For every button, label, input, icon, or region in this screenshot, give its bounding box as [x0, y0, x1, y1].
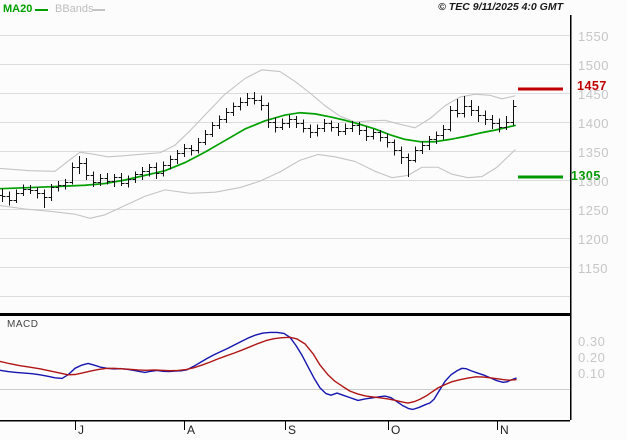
ma20-legend-line-icon [35, 9, 48, 11]
macd-panel-title: MACD [7, 319, 39, 330]
support-price-label: 1305 [571, 169, 601, 183]
month-label: O [391, 423, 401, 437]
month-label: S [288, 423, 297, 437]
legend-bbands-label: BBands [55, 3, 94, 15]
macd-line [0, 331, 517, 411]
bollinger-lower-band-line [0, 149, 516, 219]
price-axis-tick-label: 1550 [578, 29, 609, 44]
macd-axis-tick-label: 0.30 [578, 333, 606, 349]
resistance-price-label: 1457 [577, 79, 607, 93]
price-axis-tick-label: 1450 [578, 87, 609, 102]
price-axis-tick-label: 1250 [578, 203, 609, 218]
copyright-text: © TEC 9/11/2025 4:0 GMT [438, 1, 563, 13]
price-axis-tick-label: 1350 [578, 145, 609, 160]
month-label: A [187, 423, 196, 437]
bbands-legend-line-icon [92, 9, 105, 11]
price-axis-tick-label: 1400 [578, 116, 609, 131]
price-axis-tick-label: 1300 [578, 174, 609, 189]
bollinger-upper-band-line [0, 69, 516, 172]
price-axis-tick-label: 1150 [578, 261, 608, 276]
month-label: N [500, 423, 509, 437]
legend-ma20-label: MA20 [3, 3, 33, 15]
price-axis-tick-label: 1200 [578, 232, 609, 247]
signal-line [0, 336, 517, 404]
month-label: J [78, 423, 84, 437]
macd-axis-tick-label: 0.10 [578, 366, 606, 382]
macd-axis-tick-label: 0.20 [578, 349, 606, 365]
price-axis-tick-label: 1500 [578, 58, 609, 73]
ma20-line [0, 111, 516, 190]
